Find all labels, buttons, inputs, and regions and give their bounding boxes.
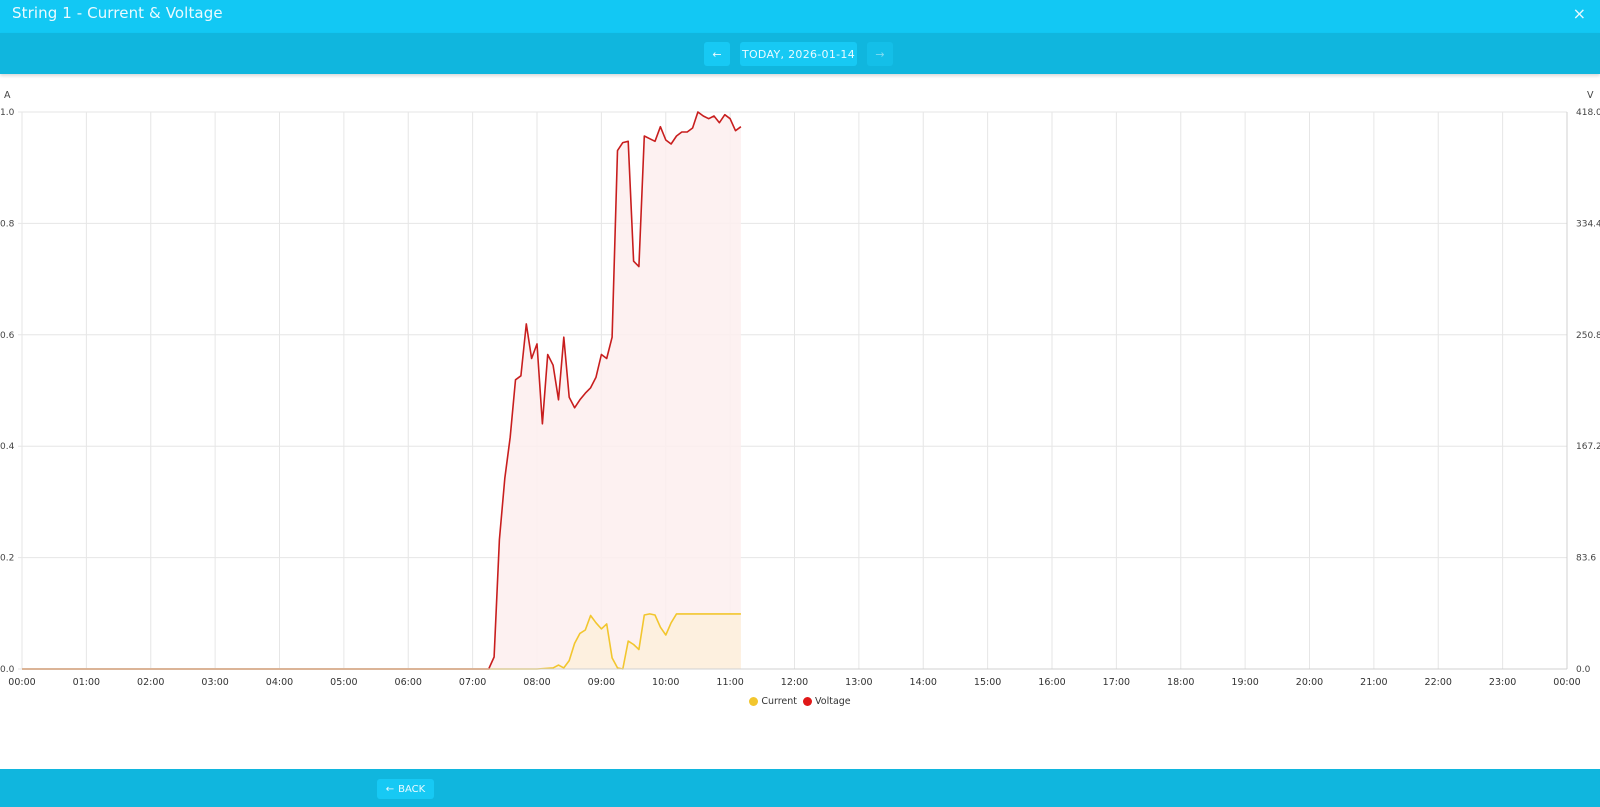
- y-right-tick-label: 334.4: [1576, 219, 1600, 229]
- current-area: [22, 613, 741, 669]
- back-button[interactable]: ← BACK: [377, 779, 434, 799]
- y-left-tick-label: 0.8: [0, 219, 15, 229]
- y-right-tick-label: 167.2: [1576, 442, 1600, 452]
- x-tick-label: 04:00: [266, 677, 293, 688]
- x-tick-label: 00:00: [1553, 677, 1580, 688]
- y-left-tick-label: 0.0: [0, 665, 15, 675]
- x-tick-label: 03:00: [201, 677, 228, 688]
- x-tick-label: 00:00: [8, 677, 35, 688]
- footer-bar: ← BACK: [0, 769, 1600, 807]
- title-bar: String 1 - Current & Voltage ×: [0, 0, 1600, 33]
- voltage-line: [22, 111, 742, 670]
- y-right-axis-label: V: [1587, 90, 1594, 101]
- x-tick-label: 12:00: [781, 677, 808, 688]
- y-right-tick-label: 0.0: [1576, 665, 1591, 675]
- x-tick-label: 01:00: [73, 677, 100, 688]
- chart-axes: 00:00 01:00 02:00 03:00 04:00 05:00 06:00 07:00…: [0, 90, 1600, 688]
- arrow-left-icon: ←: [712, 47, 722, 61]
- y-left-tick-label: 0.6: [0, 331, 15, 341]
- x-tick-label: 10:00: [652, 677, 679, 688]
- series-areas: [22, 112, 741, 669]
- y-right-tick-label: 250.8: [1576, 331, 1600, 341]
- back-label: BACK: [398, 783, 426, 795]
- x-tick-label: 14:00: [910, 677, 937, 688]
- x-tick-label: 11:00: [716, 677, 743, 688]
- x-tick-label: 21:00: [1360, 677, 1387, 688]
- x-tick-label: 17:00: [1103, 677, 1130, 688]
- x-tick-label: 05:00: [330, 677, 357, 688]
- window-title: String 1 - Current & Voltage: [12, 4, 223, 22]
- x-tick-label: 22:00: [1425, 677, 1452, 688]
- chart-legend: Current Voltage: [0, 696, 1600, 707]
- y-left-tick-label: 0.2: [0, 554, 14, 564]
- x-tick-label: 02:00: [137, 677, 164, 688]
- x-tick-label: 19:00: [1231, 677, 1258, 688]
- x-tick-label: 06:00: [395, 677, 422, 688]
- date-navigation-bar: ← TODAY, 2026-01-14 →: [0, 33, 1600, 74]
- legend-item-current[interactable]: Current: [749, 696, 797, 707]
- x-tick-label: 18:00: [1167, 677, 1194, 688]
- next-day-button[interactable]: →: [867, 42, 893, 66]
- legend-item-voltage[interactable]: Voltage: [803, 696, 851, 707]
- arrow-right-icon: →: [875, 47, 885, 61]
- voltage-legend-dot-icon: [803, 697, 813, 706]
- legend-label-current: Current: [761, 696, 798, 707]
- x-tick-label: 07:00: [459, 677, 486, 688]
- chart-grid: [18, 111, 1568, 670]
- close-icon[interactable]: ×: [1572, 4, 1586, 23]
- current-voltage-chart: 00:00 01:00 02:00 03:00 04:00 05:00 06:00 07:00…: [0, 90, 1600, 688]
- y-left-tick-label: 1.0: [0, 108, 15, 118]
- x-tick-label: 08:00: [523, 677, 550, 688]
- x-tick-label: 16:00: [1038, 677, 1065, 688]
- y-right-tick-label: 418.0: [1576, 108, 1600, 118]
- current-line: [22, 613, 741, 670]
- previous-day-button[interactable]: ←: [704, 42, 730, 66]
- x-tick-label: 23:00: [1489, 677, 1516, 688]
- legend-label-voltage: Voltage: [815, 696, 851, 707]
- voltage-area: [22, 112, 741, 669]
- x-tick-label: 09:00: [588, 677, 615, 688]
- current-legend-dot-icon: [749, 697, 759, 706]
- x-tick-label: 15:00: [974, 677, 1001, 688]
- x-tick-label: 20:00: [1296, 677, 1323, 688]
- y-left-axis-label: A: [4, 90, 11, 101]
- arrow-left-icon: ←: [385, 783, 395, 795]
- date-picker-button[interactable]: TODAY, 2026-01-14: [740, 42, 857, 66]
- y-left-tick-label: 0.4: [0, 442, 15, 452]
- x-tick-label: 13:00: [845, 677, 872, 688]
- y-right-tick-label: 83.6: [1576, 554, 1596, 564]
